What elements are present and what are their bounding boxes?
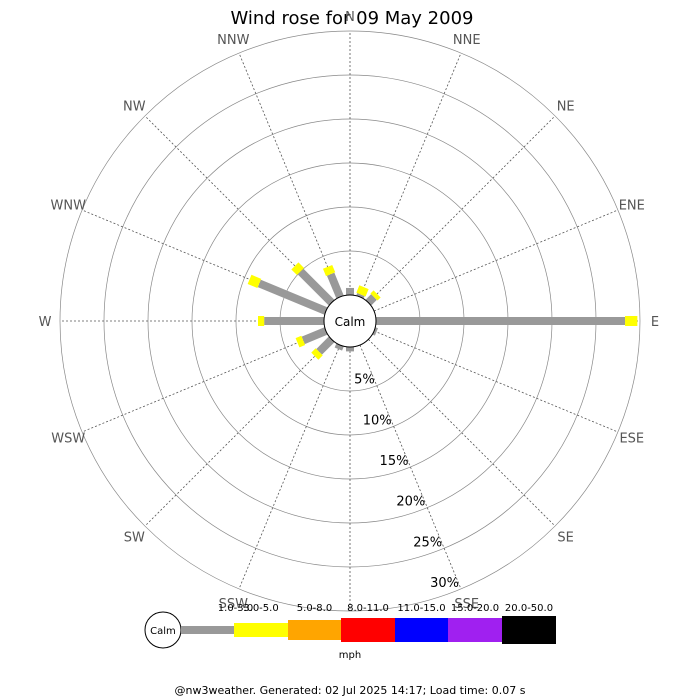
direction-label-sse: SSE [454, 597, 479, 612]
spoke-sse [359, 344, 462, 590]
direction-label-sw: SW [124, 531, 145, 546]
legend-item-8.0-11.0: 8.0-11.0 [341, 603, 395, 642]
legend-swatch [288, 620, 341, 640]
bar-nnw-1.0-3.0 [326, 272, 344, 299]
spoke-nne [359, 52, 462, 298]
legend-label: 1.0-3.0 [218, 603, 253, 614]
direction-label-ese: ESE [619, 432, 644, 447]
radial-tick-label: 25% [413, 535, 442, 550]
direction-label-w: W [39, 315, 52, 330]
bar-wnw-1.0-3.0 [257, 279, 328, 315]
footer-text: @nw3weather. Generated: 02 Jul 2025 14:1… [175, 684, 526, 697]
legend-swatch [448, 618, 502, 642]
bar-sw-3.0-5.0 [311, 348, 323, 360]
legend-label: 20.0-50.0 [505, 603, 553, 614]
legend-label: 15.0-20.0 [451, 603, 499, 614]
bar-nw-3.0-5.0 [291, 262, 305, 276]
direction-label-ne: NE [557, 99, 575, 114]
bar-sw-1.0-3.0 [316, 336, 335, 355]
legend-item-20.0-50.0: 20.0-50.0 [502, 603, 556, 644]
calm-circle [323, 294, 377, 348]
spoke-ene [373, 209, 619, 312]
spoke-wsw [81, 330, 327, 433]
direction-label-nne: NNE [453, 33, 481, 48]
direction-label-nnw: NNW [217, 33, 249, 48]
bar-ne-1.0-3.0 [365, 294, 377, 306]
legend-item-1.0-3.0: 1.0-3.0 [181, 603, 253, 634]
bar-nnw-3.0-5.0 [322, 264, 336, 277]
bar-ssw-1.0-3.0 [334, 343, 344, 351]
direction-label-ene: ENE [619, 198, 645, 213]
chart-title: Wind rose for 09 May 2009 [231, 8, 474, 29]
legend-swatch [234, 623, 288, 637]
direction-label-nw: NW [123, 99, 146, 114]
legend-swatch [395, 618, 448, 642]
radial-tick-label: 15% [380, 454, 409, 469]
legend-label: 3.0-5.0 [243, 603, 278, 614]
grid-ring [59, 30, 641, 612]
legend-item-5.0-8.0: 5.0-8.0 [288, 603, 341, 640]
spoke-nnw [238, 52, 341, 298]
calm-label: Calm [335, 315, 366, 329]
radial-tick-label: 10% [363, 413, 392, 428]
bar-wsw-1.0-3.0 [301, 327, 328, 345]
legend-swatch [181, 626, 234, 634]
bar-wsw-3.0-5.0 [295, 335, 306, 348]
legend-swatch [502, 616, 556, 644]
direction-label-se: SE [557, 531, 573, 546]
radial-tick-label: 30% [430, 576, 459, 591]
legend-item-11.0-15.0: 11.0-15.0 [395, 603, 448, 642]
legend-item-15.0-20.0: 15.0-20.0 [448, 603, 502, 642]
speed-legend: Calm 1.0-3.03.0-5.0 5.0-8.0 8.0-11.0 11.0-1… [144, 603, 556, 661]
legend-label: 5.0-8.0 [297, 603, 332, 614]
radial-tick-label: 5% [354, 373, 375, 388]
legend-units: mph [339, 650, 361, 661]
spoke-ese [373, 330, 619, 433]
spoke-se [368, 339, 556, 527]
radial-tick-labels: 5% 10% 15% 20% 25% 30% [354, 373, 459, 591]
calm-center: Calm [323, 294, 377, 348]
legend-item-3.0-5.0: 3.0-5.0 [234, 603, 288, 637]
spoke-ssw [238, 344, 341, 590]
direction-label-ssw: SSW [219, 597, 249, 612]
spoke-ne [368, 115, 556, 303]
bar-nne-3.0-5.0 [356, 285, 369, 297]
direction-labels: NNNENEENEEESESESSESSSWSWWSWWWNWNWNNW [39, 10, 660, 635]
legend-label: 8.0-11.0 [347, 603, 389, 614]
bar-wnw-3.0-5.0 [247, 274, 262, 289]
direction-label-e: E [651, 315, 659, 330]
legend-calm-label: Calm [150, 626, 176, 637]
wind-bars [247, 262, 638, 360]
direction-label-wnw: WNW [50, 198, 86, 213]
legend-label: 11.0-15.0 [397, 603, 445, 614]
spoke-sw [144, 339, 332, 527]
bar-ne-3.0-5.0 [370, 290, 381, 301]
direction-label-wsw: WSW [51, 432, 85, 447]
legend-items: 1.0-3.03.0-5.0 5.0-8.0 8.0-11.0 11.0-15.0 15… [181, 603, 556, 644]
bar-nw-1.0-3.0 [297, 268, 335, 306]
radial-tick-label: 20% [396, 495, 425, 510]
legend-swatch [341, 618, 395, 642]
direction-label-n: N [345, 10, 355, 25]
